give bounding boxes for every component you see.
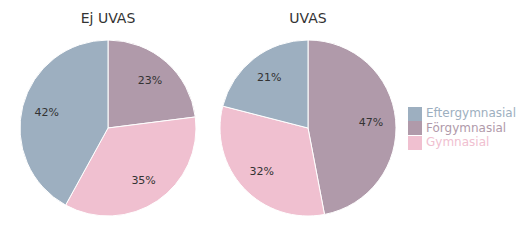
svg-text:35%: 35% bbox=[131, 174, 155, 187]
html-text:Förgymnasial: Förgymnasial bbox=[426, 120, 507, 135]
svg-text:47%: 47% bbox=[359, 116, 383, 129]
html-text:Gymnasial: Gymnasial bbox=[426, 135, 490, 150]
html-text:Ej UVAS: Ej UVAS bbox=[80, 10, 136, 26]
html-text:UVAS: UVAS bbox=[289, 10, 327, 26]
svg-text:21%: 21% bbox=[257, 71, 281, 84]
svg-text:32%: 32% bbox=[250, 165, 274, 178]
html-text:Eftergymnasial: Eftergymnasial bbox=[426, 106, 516, 121]
svg-text:42%: 42% bbox=[34, 106, 58, 119]
svg-text:23%: 23% bbox=[138, 74, 162, 87]
